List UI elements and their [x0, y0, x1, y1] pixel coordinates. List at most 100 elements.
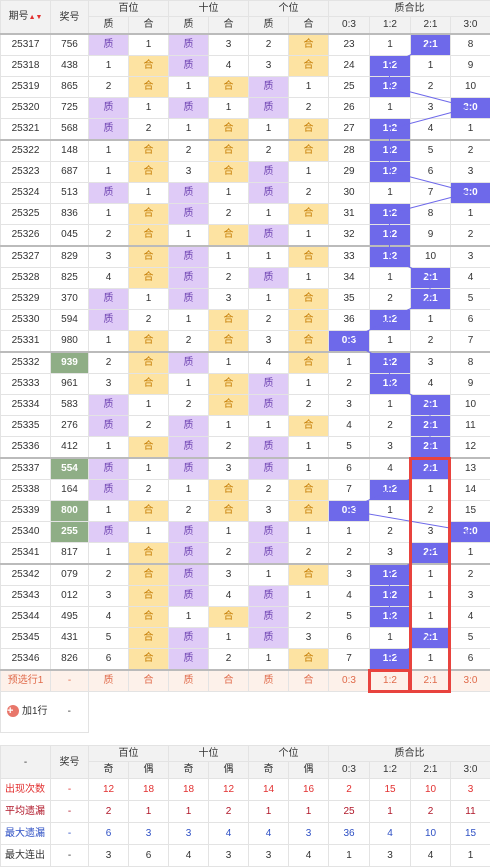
predict-cell[interactable]: 合 — [209, 670, 249, 692]
ratio-cell: 26 — [329, 98, 370, 119]
hundreds-he-cell: 1 — [129, 98, 169, 119]
ratio-cell: 1:2 — [370, 225, 411, 247]
ones-zhi-cell: 1 — [249, 649, 289, 671]
predict-label[interactable]: 预选行1 — [1, 670, 51, 692]
ratio-cell: 2 — [411, 77, 451, 98]
predict-cell[interactable]: 3:0 — [451, 670, 490, 692]
ones-zhi-cell: 质 — [249, 628, 289, 649]
stat-value: 1 — [329, 845, 370, 867]
period-cell: 25344 — [1, 607, 51, 628]
ratio-cell: 1:2 — [370, 564, 411, 586]
ones-zhi-cell: 质 — [249, 607, 289, 628]
prize-number-cell: 431 — [51, 628, 89, 649]
tens-header: 十位 — [169, 1, 249, 17]
ratio-cell: 3 — [329, 395, 370, 416]
prize-number-cell: 276 — [51, 416, 89, 437]
footer-ratio-col-header: 3:0 — [451, 762, 490, 779]
tens-he-cell: 合 — [209, 162, 249, 183]
ratio-cell: 10 — [411, 246, 451, 268]
hundreds-zhi-cell: 1 — [89, 331, 129, 353]
hundreds-header: 百位 — [89, 1, 169, 17]
ratio-cell: 4 — [329, 586, 370, 607]
hundreds-zhi-cell: 1 — [89, 162, 129, 183]
footer-even-header: 偶 — [209, 762, 249, 779]
ones-zhi-cell: 质 — [249, 586, 289, 607]
ratio-cell: 7 — [329, 480, 370, 501]
prize-number-cell: 817 — [51, 543, 89, 565]
ones-he-cell: 1 — [289, 374, 329, 395]
hundreds-zhi-cell: 质 — [89, 310, 129, 331]
prize-number-cell: 829 — [51, 246, 89, 268]
tens-he-cell: 2 — [209, 437, 249, 459]
ratio-cell: 3 — [451, 162, 490, 183]
tens-zhi-header: 质 — [169, 17, 209, 35]
plus-icon[interactable]: + — [7, 705, 19, 717]
footer-even-header: 偶 — [289, 762, 329, 779]
ratio-cell: 12 — [451, 437, 490, 459]
predict-cell[interactable]: 0:3 — [329, 670, 370, 692]
ratio-cell: 15 — [451, 501, 490, 522]
prize-number-cell: 012 — [51, 586, 89, 607]
predict-cell[interactable]: 质 — [169, 670, 209, 692]
tens-he-cell: 1 — [209, 628, 249, 649]
add-row: +加1行- — [1, 692, 490, 733]
period-cell: 25346 — [1, 649, 51, 671]
stat-value: 14 — [249, 779, 289, 801]
stat-value: 12 — [89, 779, 129, 801]
predict-cell[interactable]: 合 — [289, 670, 329, 692]
ones-zhi-cell: 1 — [249, 246, 289, 268]
stat-value: 3 — [249, 845, 289, 867]
stat-value: 15 — [451, 823, 490, 845]
ratio-cell: 1 — [451, 119, 490, 141]
prize-number-cell: 554 — [51, 458, 89, 480]
ratio-cell: 1 — [370, 183, 411, 204]
tens-zhi-cell: 质 — [169, 268, 209, 289]
sort-arrows-icon[interactable]: ▲▼ — [29, 14, 43, 21]
tens-he-cell: 1 — [209, 98, 249, 119]
period-header[interactable]: 期号▲▼ — [1, 1, 51, 35]
add-row-button[interactable]: +加1行 — [1, 692, 51, 733]
hundreds-zhi-cell: 4 — [89, 607, 129, 628]
ratio-cell: 2 — [370, 289, 411, 310]
tens-zhi-cell: 1 — [169, 310, 209, 331]
hundreds-he-cell: 1 — [129, 183, 169, 204]
ones-he-cell: 1 — [289, 162, 329, 183]
predict-cell[interactable]: 合 — [129, 670, 169, 692]
stat-value: 3 — [129, 823, 169, 845]
hundreds-he-cell: 1 — [129, 34, 169, 56]
stat-value: 6 — [129, 845, 169, 867]
ones-he-cell: 合 — [289, 352, 329, 374]
ones-he-cell: 2 — [289, 183, 329, 204]
prize-number-cell: 568 — [51, 119, 89, 141]
stat-value: 25 — [329, 801, 370, 823]
predict-cell[interactable]: 质 — [89, 670, 129, 692]
hundreds-he-cell: 1 — [129, 395, 169, 416]
ratio-cell: 10 — [451, 77, 490, 98]
ratio-cell: 1 — [370, 331, 411, 353]
tens-zhi-cell: 2 — [169, 395, 209, 416]
hundreds-zhi-cell: 质 — [89, 119, 129, 141]
hundreds-zhi-cell: 质 — [89, 183, 129, 204]
ratio-cell: 4 — [411, 119, 451, 141]
footer-odd-header: 奇 — [169, 762, 209, 779]
hundreds-he-cell: 2 — [129, 310, 169, 331]
period-cell: 25345 — [1, 628, 51, 649]
hundreds-zhi-cell: 质 — [89, 98, 129, 119]
tens-he-header: 合 — [209, 17, 249, 35]
ratio-cell: 5 — [329, 607, 370, 628]
tens-he-cell: 1 — [209, 246, 249, 268]
hundreds-zhi-cell: 质 — [89, 289, 129, 310]
hundreds-zhi-cell: 质 — [89, 522, 129, 543]
predict-cell[interactable]: 质 — [249, 670, 289, 692]
ratio-cell: 1:2 — [370, 649, 411, 671]
ones-zhi-cell: 质 — [249, 162, 289, 183]
ratio-cell: 28 — [329, 140, 370, 162]
ones-zhi-cell: 质 — [249, 183, 289, 204]
